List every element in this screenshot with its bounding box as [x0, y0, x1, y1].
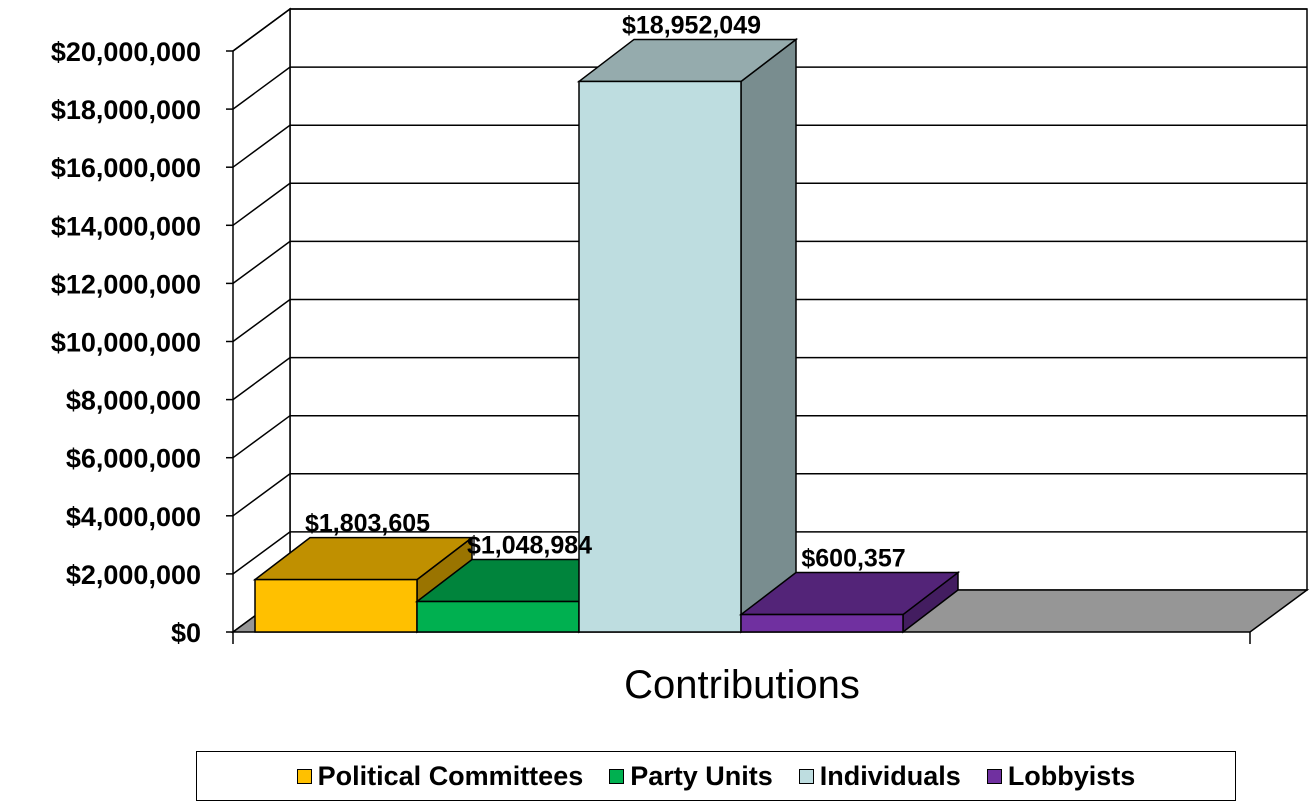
y-tick-label: $0	[171, 618, 201, 648]
legend-label: Individuals	[819, 760, 961, 791]
y-tick-label: $20,000,000	[51, 37, 201, 67]
bar-lobbyists	[738, 571, 961, 634]
category-label: Contributions	[624, 663, 860, 707]
bar-front	[578, 80, 742, 633]
legend-swatch	[986, 768, 1002, 784]
gridline	[232, 531, 1307, 575]
y-tick-label: $8,000,000	[66, 386, 201, 416]
legend-label: Party Units	[630, 760, 773, 791]
y-tick-label: $18,000,000	[51, 95, 201, 125]
bar-side	[740, 37, 797, 634]
y-tick-label: $16,000,000	[51, 153, 201, 183]
gridline	[232, 8, 1307, 52]
gridline	[232, 124, 1307, 168]
gridline	[232, 473, 1307, 517]
y-tick-label: $6,000,000	[66, 444, 201, 474]
gridline	[232, 240, 1307, 285]
data-label: $1,048,984	[467, 532, 592, 560]
gridline	[232, 298, 1307, 343]
gridline	[232, 414, 1307, 459]
data-label: $18,952,049	[622, 11, 761, 39]
y-axis-tick-labels: $0 $2,000,000 $4,000,000 $6,000,000 $8,000,0…	[51, 37, 201, 648]
y-tick-label: $10,000,000	[51, 328, 201, 358]
data-label: $1,803,605	[305, 510, 430, 538]
legend-swatch	[609, 768, 625, 784]
legend-swatch	[798, 768, 814, 784]
bar-front	[740, 613, 904, 633]
y-tick-label: $4,000,000	[66, 502, 201, 532]
bars	[252, 37, 961, 634]
y-tick-label: $12,000,000	[51, 269, 201, 299]
gridline	[232, 66, 1307, 110]
legend-label: Lobbyists	[1007, 760, 1136, 791]
legend-label: Political Committees	[317, 760, 584, 791]
legend-item: Individuals	[798, 760, 961, 792]
y-tick-label: $14,000,000	[51, 211, 201, 241]
data-label: $600,357	[801, 545, 905, 573]
legend-item: Political Committees	[296, 760, 584, 792]
legend-swatch	[296, 768, 312, 784]
bar-front	[254, 578, 418, 633]
gridlines	[232, 8, 1307, 575]
bar-individuals	[576, 37, 799, 634]
legend-item: Lobbyists	[986, 760, 1136, 792]
bar-front	[416, 600, 580, 633]
gridline	[232, 182, 1307, 226]
chart-canvas: $0 $2,000,000 $4,000,000 $6,000,000 $8,000,0…	[51, 7, 1310, 707]
gridline	[232, 356, 1307, 401]
legend: Political Committees Party Units Individua…	[196, 751, 1236, 801]
y-tick-label: $2,000,000	[66, 560, 201, 590]
legend-item: Party Units	[609, 761, 773, 792]
x-axis-category-labels: Contributions	[624, 663, 860, 707]
data-labels: $1,803,605 $1,048,984 $18,952,049 $600,357	[305, 11, 906, 572]
